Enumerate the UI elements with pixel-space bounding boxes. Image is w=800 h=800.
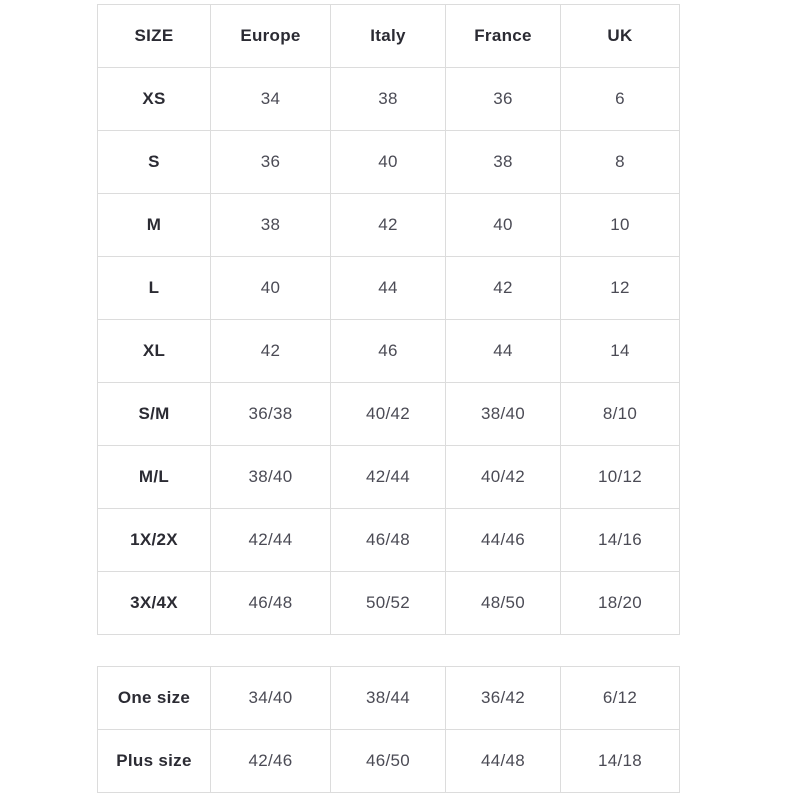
size-label: L <box>97 256 211 320</box>
size-label: XL <box>97 319 211 383</box>
size-value: 40 <box>445 193 561 257</box>
size-value: 44 <box>445 319 561 383</box>
size-value: 46/48 <box>210 571 331 635</box>
size-value: 46/48 <box>330 508 446 572</box>
size-value: 36/42 <box>445 666 561 730</box>
size-value: 44 <box>330 256 446 320</box>
size-value: 44/48 <box>445 729 561 793</box>
size-value: 50/52 <box>330 571 446 635</box>
size-value: 10/12 <box>560 445 680 509</box>
size-label: S/M <box>97 382 211 446</box>
column-header-size: SIZE <box>97 4 211 68</box>
size-value: 38/40 <box>445 382 561 446</box>
size-conversion-table: SIZE Europe Italy France UK XS 34 38 36 6 S 36 40 38… <box>97 4 680 635</box>
size-value: 46/50 <box>330 729 446 793</box>
size-value: 40 <box>330 130 446 194</box>
column-header-europe: Europe <box>210 4 331 68</box>
size-row: XL 42 46 44 14 <box>97 319 680 383</box>
size-label: Plus size <box>97 729 211 793</box>
size-row: M/L 38/40 42/44 40/42 10/12 <box>97 445 680 509</box>
size-label: XS <box>97 67 211 131</box>
size-value: 38 <box>330 67 446 131</box>
size-label: 1X/2X <box>97 508 211 572</box>
size-value: 38/44 <box>330 666 446 730</box>
size-value: 8 <box>560 130 680 194</box>
size-row: 3X/4X 46/48 50/52 48/50 18/20 <box>97 571 680 635</box>
size-row: S/M 36/38 40/42 38/40 8/10 <box>97 382 680 446</box>
size-value: 12 <box>560 256 680 320</box>
size-value: 34 <box>210 67 331 131</box>
size-value: 36 <box>445 67 561 131</box>
size-value: 14/18 <box>560 729 680 793</box>
size-label: M/L <box>97 445 211 509</box>
size-row: S 36 40 38 8 <box>97 130 680 194</box>
column-header-france: France <box>445 4 561 68</box>
size-value: 10 <box>560 193 680 257</box>
size-value: 6/12 <box>560 666 680 730</box>
size-label: S <box>97 130 211 194</box>
size-value: 36/38 <box>210 382 331 446</box>
size-row: L 40 44 42 12 <box>97 256 680 320</box>
size-value: 42 <box>445 256 561 320</box>
size-row: 1X/2X 42/44 46/48 44/46 14/16 <box>97 508 680 572</box>
size-value: 48/50 <box>445 571 561 635</box>
size-value: 42/44 <box>210 508 331 572</box>
size-value: 36 <box>210 130 331 194</box>
size-value: 44/46 <box>445 508 561 572</box>
size-value: 42 <box>210 319 331 383</box>
size-value: 40 <box>210 256 331 320</box>
size-row: One size 34/40 38/44 36/42 6/12 <box>97 666 680 730</box>
size-value: 42 <box>330 193 446 257</box>
size-value: 38/40 <box>210 445 331 509</box>
size-value: 18/20 <box>560 571 680 635</box>
size-row: Plus size 42/46 46/50 44/48 14/18 <box>97 729 680 793</box>
size-row: XS 34 38 36 6 <box>97 67 680 131</box>
size-label: 3X/4X <box>97 571 211 635</box>
column-header-italy: Italy <box>330 4 446 68</box>
size-value: 42/44 <box>330 445 446 509</box>
size-value: 38 <box>210 193 331 257</box>
size-value: 34/40 <box>210 666 331 730</box>
table-header-row: SIZE Europe Italy France UK <box>97 4 680 68</box>
size-value: 42/46 <box>210 729 331 793</box>
size-value: 14/16 <box>560 508 680 572</box>
size-value: 46 <box>330 319 446 383</box>
size-value: 38 <box>445 130 561 194</box>
column-header-uk: UK <box>560 4 680 68</box>
size-label: M <box>97 193 211 257</box>
size-row: M 38 42 40 10 <box>97 193 680 257</box>
size-value: 40/42 <box>330 382 446 446</box>
size-value: 6 <box>560 67 680 131</box>
size-label: One size <box>97 666 211 730</box>
size-value: 40/42 <box>445 445 561 509</box>
size-value: 8/10 <box>560 382 680 446</box>
size-value: 14 <box>560 319 680 383</box>
special-sizes-table: One size 34/40 38/44 36/42 6/12 Plus size 42/4… <box>97 666 680 793</box>
